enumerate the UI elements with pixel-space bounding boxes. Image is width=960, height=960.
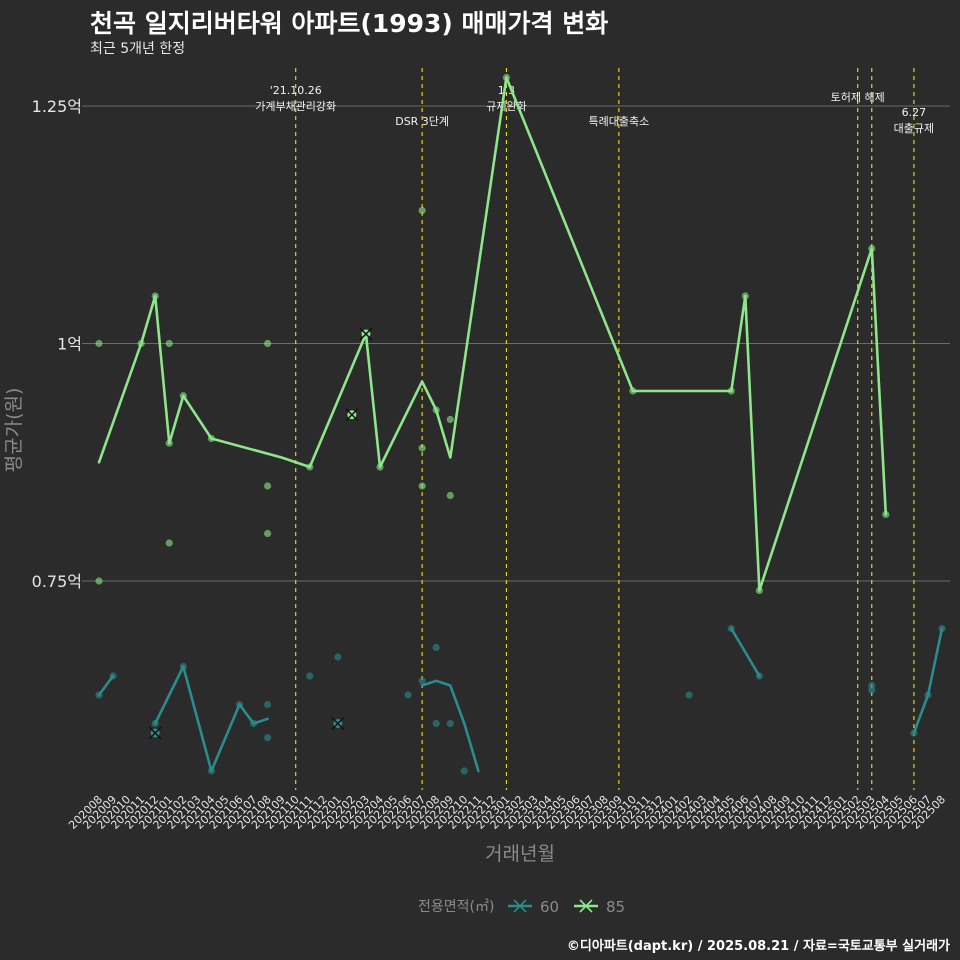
x-axis-title: 거래년월 xyxy=(485,843,555,865)
cancelled-marker-85 xyxy=(345,408,359,422)
data-point-60 xyxy=(418,677,426,685)
data-point-60 xyxy=(306,672,314,680)
legend-label: 85 xyxy=(606,898,625,916)
y-axis-title: 평균가(원) xyxy=(3,388,25,473)
legend-item-60: 60 xyxy=(508,898,559,916)
data-point-60 xyxy=(334,653,342,661)
series-line-60 xyxy=(420,679,480,773)
cancelled-x xyxy=(359,327,373,341)
data-point-85 xyxy=(446,415,454,424)
data-point-60 xyxy=(460,767,468,775)
data-point-85 xyxy=(95,577,103,585)
legend-swatch-x xyxy=(513,899,527,913)
series-line-85 xyxy=(97,76,888,592)
event-label: '21.10.26 xyxy=(270,84,322,97)
series-line-60 xyxy=(729,627,761,678)
data-point-85 xyxy=(264,482,272,490)
chart-title: 천곡 일지리버타워 아파트(1993) 매매가격 변화 xyxy=(90,9,609,38)
data-point-85 xyxy=(418,482,426,490)
data-point-60 xyxy=(446,719,454,728)
cancelled-marker-60 xyxy=(148,726,162,740)
data-point-85 xyxy=(264,339,272,348)
cancelled-x xyxy=(331,716,345,731)
y-tick-label: 1억 xyxy=(57,335,82,354)
data-point-60 xyxy=(685,691,693,699)
data-point-60 xyxy=(432,643,440,652)
series-line-60 xyxy=(153,665,269,773)
data-point-60 xyxy=(264,734,272,742)
data-point-85 xyxy=(418,206,426,215)
legend-label: 60 xyxy=(540,898,559,916)
legend: 전용면적(㎡) 60 85 xyxy=(418,898,625,916)
event-label: 대출규제 xyxy=(894,122,934,135)
event-label: 토허제 해제 xyxy=(831,90,885,104)
event-label: 가계부채관리강화 xyxy=(255,100,336,113)
data-point-85 xyxy=(95,339,103,348)
data-point-60 xyxy=(264,700,272,709)
cancelled-marker-85 xyxy=(359,327,373,341)
y-tick-label: 1.25억 xyxy=(32,97,82,116)
legend-swatch-x xyxy=(579,899,593,913)
legend-title: 전용면적(㎡) xyxy=(418,899,494,915)
data-point-85 xyxy=(165,339,173,348)
data-point-60 xyxy=(432,719,440,728)
series-line-60 xyxy=(97,674,115,697)
event-label: 특례대출축소 xyxy=(588,115,649,128)
data-point-85 xyxy=(165,539,173,547)
data-point-85 xyxy=(264,529,272,538)
cancelled-x xyxy=(148,726,162,740)
event-label: DSR 3단계 xyxy=(395,115,449,128)
legend-item-85: 85 xyxy=(574,898,625,916)
cancelled-x xyxy=(345,408,359,422)
data-point-85 xyxy=(418,444,426,452)
cancelled-marker-60 xyxy=(331,716,345,731)
data-point-60 xyxy=(868,681,876,690)
source-caption: ©디아파트(dapt.kr) / 2025.08.21 / 자료=국토교통부 실… xyxy=(566,939,950,954)
data-point-60 xyxy=(404,691,412,699)
y-tick-label: 0.75억 xyxy=(32,572,82,591)
series-line-60 xyxy=(912,627,944,735)
data-point-85 xyxy=(446,491,454,500)
chart-subtitle: 최근 5개년 한정 xyxy=(90,41,186,57)
event-label: 6.27 xyxy=(902,106,927,119)
